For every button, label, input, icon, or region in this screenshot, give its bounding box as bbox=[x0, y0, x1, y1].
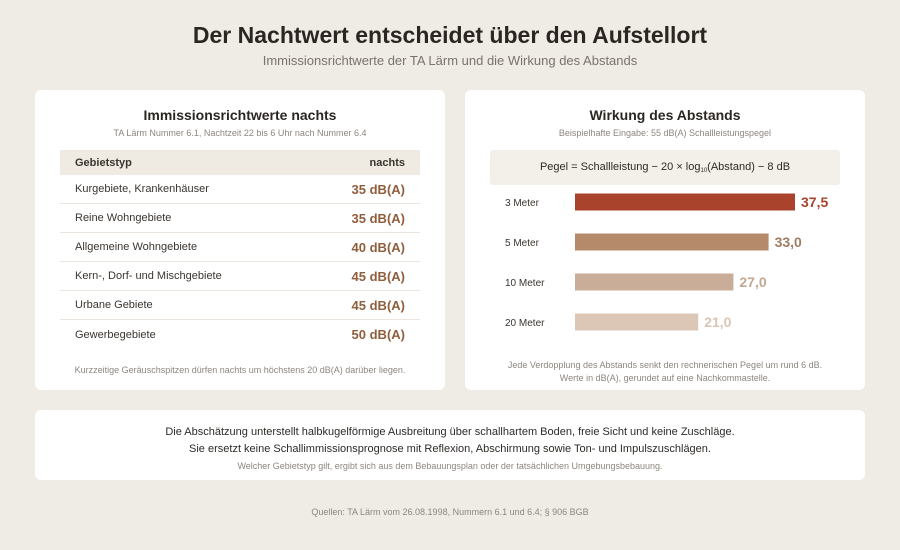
bar-category-label: 20 Meter bbox=[505, 318, 545, 329]
area-type-cell: Allgemeine Wohngebiete bbox=[75, 241, 198, 253]
distance-note: Jede Verdopplung des Abstands senkt den … bbox=[465, 359, 865, 385]
bar-value-label: 21,0 bbox=[704, 314, 731, 330]
distance-card-title: Wirkung des Abstands bbox=[589, 107, 741, 123]
night-limit-cell: 35 dB(A) bbox=[351, 210, 405, 226]
table-row: Reine Wohngebiete 35 dB(A) bbox=[60, 204, 420, 233]
area-type-cell: Urbane Gebiete bbox=[75, 299, 153, 311]
table-row: Kern-, Dorf- und Mischgebiete 45 dB(A) bbox=[60, 262, 420, 291]
area-type-cell: Kurgebiete, Krankenhäuser bbox=[75, 183, 209, 195]
bar bbox=[575, 193, 795, 211]
bar-value-label: 37,5 bbox=[801, 194, 828, 210]
bar-category-label: 5 Meter bbox=[505, 238, 540, 249]
bar-category-label: 10 Meter bbox=[505, 278, 545, 289]
column-header-night: nachts bbox=[369, 156, 405, 169]
area-type-cell: Reine Wohngebiete bbox=[75, 212, 172, 224]
distance-bar-chart: 3 Meter 37,5 5 Meter 33,0 10 Meter 27,0 20 Met… bbox=[505, 193, 828, 331]
table-row: Allgemeine Wohngebiete 40 dB(A) bbox=[60, 233, 420, 262]
limits-card: Immissionsrichtwerte nachts TA Lärm Numm… bbox=[35, 90, 445, 390]
assumptions-line-1: Die Abschätzung unterstellt halbkugelför… bbox=[165, 426, 735, 438]
formula-text: Pegel = Schallleistung − 20 × log10(Abst… bbox=[539, 161, 791, 174]
distance-card: Wirkung des Abstands Beispielhafte Einga… bbox=[465, 90, 865, 390]
night-limit-cell: 40 dB(A) bbox=[351, 239, 405, 255]
area-type-cell: Gewerbegebiete bbox=[75, 328, 156, 341]
bar-category-label: 3 Meter bbox=[505, 198, 540, 209]
table-header: Gebietstyp nachts bbox=[60, 150, 420, 175]
night-limit-cell: 45 dB(A) bbox=[351, 268, 405, 284]
distance-note-line-2: Werte in dB(A), gerundet auf eine Nachko… bbox=[559, 373, 771, 383]
night-limit-cell: 35 dB(A) bbox=[351, 181, 405, 197]
bar bbox=[575, 273, 734, 291]
night-limit-cell: 45 dB(A) bbox=[351, 297, 405, 313]
table-row: Kurgebiete, Krankenhäuser 35 dB(A) bbox=[60, 175, 420, 204]
assumptions-line-2: Sie ersetzt keine Schallimmissionsprogno… bbox=[189, 443, 711, 455]
assumptions-line-3: Welcher Gebietstyp gilt, ergibt sich aus… bbox=[237, 461, 663, 471]
source-note: Quellen: TA Lärm vom 26.08.1998, Nummern… bbox=[311, 507, 589, 517]
limits-note: Kurzzeitige Geräuschspitzen dürfen nacht… bbox=[74, 365, 406, 375]
bar-value-label: 27,0 bbox=[739, 274, 766, 290]
area-type-cell: Kern-, Dorf- und Mischgebiete bbox=[75, 270, 222, 282]
formula-box: Pegel = Schallleistung − 20 × log10(Abst… bbox=[490, 150, 840, 185]
distance-card-subtitle: Beispielhafte Eingabe: 55 dB(A) Schallle… bbox=[558, 128, 772, 138]
table-row: Gewerbegebiete 50 dB(A) bbox=[60, 320, 420, 349]
column-header-area: Gebietstyp bbox=[75, 156, 132, 169]
table-row: Urbane Gebiete 45 dB(A) bbox=[60, 291, 420, 320]
page-title: Der Nachtwert entscheidet über den Aufst… bbox=[192, 22, 708, 48]
bar bbox=[575, 313, 699, 331]
bar-value-label: 33,0 bbox=[775, 234, 802, 250]
assumptions-card: Die Abschätzung unterstellt halbkugelför… bbox=[35, 410, 865, 480]
limits-table: Gebietstyp nachts Kurgebiete, Krankenhäu… bbox=[60, 150, 420, 349]
distance-note-line-1: Jede Verdopplung des Abstands senkt den … bbox=[507, 360, 823, 370]
page-subtitle: Immissionsrichtwerte der TA Lärm und die… bbox=[262, 53, 638, 68]
limits-card-title: Immissionsrichtwerte nachts bbox=[143, 107, 337, 123]
bar bbox=[575, 233, 769, 251]
night-limit-cell: 50 dB(A) bbox=[351, 327, 405, 342]
limits-card-subtitle: TA Lärm Nummer 6.1, Nachtzeit 22 bis 6 U… bbox=[113, 128, 367, 138]
